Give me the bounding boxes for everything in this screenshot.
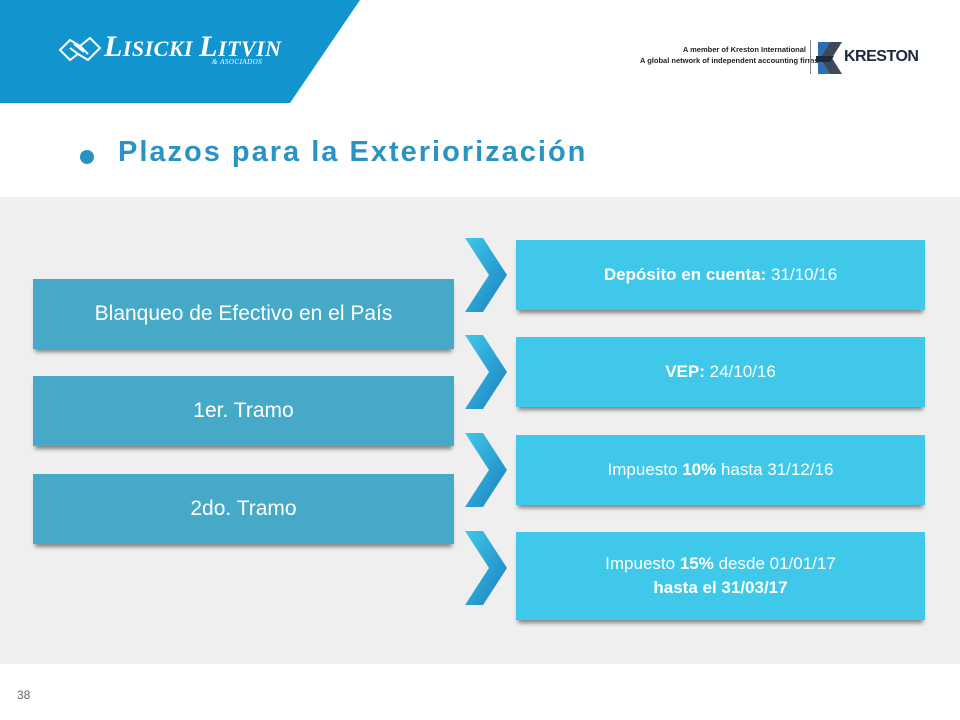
brand-subtitle: & ASOCIADOS: [212, 58, 263, 66]
title-bullet: [80, 150, 94, 164]
box-impuesto-10: Impuesto 10% hasta 31/12/16: [516, 435, 925, 505]
kreston-divider: [810, 40, 811, 74]
box-primer-tramo: 1er. Tramo: [33, 376, 454, 446]
box-deposito-cuenta: Depósito en cuenta: 31/10/16: [516, 240, 925, 310]
box-vep: VEP: 24/10/16: [516, 337, 925, 407]
header-band: [0, 0, 360, 103]
chevron-right-icon: [465, 335, 507, 409]
kreston-member-text: A member of Kreston International A glob…: [640, 45, 819, 65]
page-number: 38: [17, 688, 31, 702]
box-impuesto-15: Impuesto 15% desde 01/01/17 hasta el 31/0…: [516, 532, 925, 620]
brand-name: LISICKI LITVIN: [104, 30, 282, 63]
page-title: Plazos para la Exteriorización: [118, 136, 588, 168]
chevron-right-icon: [465, 531, 507, 605]
chevron-right-icon: [465, 238, 507, 312]
kreston-name: KRESTON: [844, 48, 919, 65]
handshake-logo-icon: [58, 36, 102, 62]
kreston-logo-icon: [816, 42, 842, 74]
box-blanqueo-efectivo: Blanqueo de Efectivo en el País: [33, 279, 454, 349]
box-segundo-tramo: 2do. Tramo: [33, 474, 454, 544]
chevron-right-icon: [465, 433, 507, 507]
